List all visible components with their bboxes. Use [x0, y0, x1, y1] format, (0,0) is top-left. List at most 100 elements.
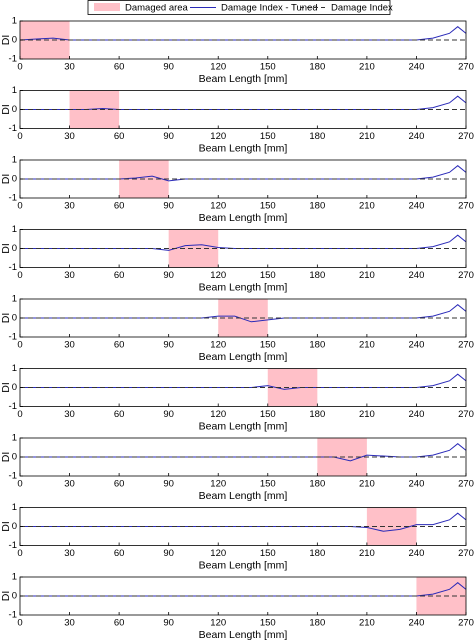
x-tick-label: 270 [458, 479, 474, 490]
x-tick-label: 180 [309, 270, 325, 281]
y-tick-label: -1 [9, 332, 17, 343]
y-tick-label: 0 [12, 174, 17, 185]
x-axis-label: Beam Length [mm] [199, 351, 288, 363]
x-tick-label: 240 [409, 131, 425, 142]
y-tick-label: -1 [9, 540, 17, 551]
x-tick-label: 270 [458, 409, 474, 420]
x-tick-label: 270 [458, 201, 474, 212]
legend-label: Damage Index - Tuned [221, 3, 318, 14]
x-tick-label: 240 [409, 409, 425, 420]
y-tick-label: 1 [12, 294, 17, 305]
legend-box [87, 0, 391, 15]
x-tick-label: 270 [458, 340, 474, 351]
x-tick-label: 270 [458, 548, 474, 559]
y-tick-label: 0 [12, 521, 17, 532]
x-tick-label: 210 [359, 548, 375, 559]
x-tick-label: 150 [260, 479, 276, 490]
y-axis-label: DI [0, 452, 12, 463]
x-tick-label: 180 [309, 479, 325, 490]
tuned-line [20, 582, 467, 597]
y-axis-label: DI [0, 174, 12, 185]
y-tick-label: 1 [12, 16, 17, 27]
y-tick-label: 1 [12, 85, 17, 96]
legend-label: Damage Index [331, 3, 393, 14]
x-axis-label: Beam Length [mm] [199, 212, 288, 224]
x-tick-label: 60 [114, 340, 125, 351]
x-tick-label: 30 [64, 270, 75, 281]
y-tick-label: -1 [9, 54, 17, 65]
x-tick-label: 180 [309, 409, 325, 420]
x-tick-label: 180 [309, 201, 325, 212]
x-tick-label: 30 [64, 618, 75, 629]
x-tick-label: 240 [409, 62, 425, 73]
x-axis-label: Beam Length [mm] [199, 420, 288, 432]
x-tick-label: 150 [260, 201, 276, 212]
x-tick-label: 120 [210, 270, 226, 281]
x-tick-label: 180 [309, 548, 325, 559]
x-tick-label: 60 [114, 62, 125, 73]
x-axis-label: Beam Length [mm] [199, 73, 288, 85]
x-axis-label: Beam Length [mm] [199, 559, 288, 571]
x-tick-label: 0 [17, 548, 22, 559]
y-tick-label: -1 [9, 471, 17, 482]
x-tick-label: 240 [409, 548, 425, 559]
y-tick-label: -1 [9, 193, 17, 204]
x-tick-label: 210 [359, 62, 375, 73]
x-tick-label: 120 [210, 618, 226, 629]
y-tick-label: -1 [9, 610, 17, 621]
x-tick-label: 0 [17, 479, 22, 490]
x-tick-label: 270 [458, 62, 474, 73]
x-tick-label: 120 [210, 479, 226, 490]
x-tick-label: 150 [260, 618, 276, 629]
x-tick-label: 120 [210, 131, 226, 142]
y-axis-label: DI [0, 243, 12, 254]
x-tick-label: 210 [359, 618, 375, 629]
x-tick-label: 30 [64, 340, 75, 351]
damaged-area [218, 299, 268, 337]
x-tick-label: 210 [359, 340, 375, 351]
x-tick-label: 0 [17, 409, 22, 420]
x-tick-label: 240 [409, 201, 425, 212]
x-tick-label: 90 [163, 131, 174, 142]
x-tick-label: 90 [163, 618, 174, 629]
tuned-line [20, 443, 467, 462]
y-tick-label: -1 [9, 123, 17, 134]
x-tick-label: 90 [163, 409, 174, 420]
y-tick-label: 0 [12, 35, 17, 46]
y-axis-label: DI [0, 382, 12, 393]
y-tick-label: 1 [12, 433, 17, 444]
x-tick-label: 60 [114, 548, 125, 559]
x-tick-label: 150 [260, 62, 276, 73]
legend-swatch [94, 3, 120, 11]
x-tick-label: 90 [163, 62, 174, 73]
x-axis-label: Beam Length [mm] [199, 490, 288, 502]
tuned-line [20, 512, 467, 532]
x-tick-label: 180 [309, 618, 325, 629]
x-tick-label: 240 [409, 340, 425, 351]
y-tick-label: 1 [12, 502, 17, 513]
y-tick-label: 1 [12, 224, 17, 235]
x-tick-label: 240 [409, 618, 425, 629]
x-tick-label: 150 [260, 131, 276, 142]
y-tick-label: 1 [12, 363, 17, 374]
x-tick-label: 30 [64, 548, 75, 559]
x-tick-label: 150 [260, 270, 276, 281]
y-tick-label: 0 [12, 104, 17, 115]
y-tick-label: 0 [12, 243, 17, 254]
x-tick-label: 180 [309, 131, 325, 142]
x-tick-label: 60 [114, 409, 125, 420]
y-tick-label: 1 [12, 572, 17, 583]
x-tick-label: 210 [359, 201, 375, 212]
x-axis-label: Beam Length [mm] [199, 629, 288, 640]
x-tick-label: 60 [114, 201, 125, 212]
tuned-line [19, 26, 467, 41]
x-tick-label: 270 [458, 131, 474, 142]
x-tick-label: 0 [17, 201, 22, 212]
y-tick-label: 0 [12, 382, 17, 393]
y-axis-label: DI [0, 35, 12, 46]
x-tick-label: 30 [64, 201, 75, 212]
x-axis-label: Beam Length [mm] [199, 281, 288, 293]
x-tick-label: 90 [163, 479, 174, 490]
x-tick-label: 210 [359, 270, 375, 281]
